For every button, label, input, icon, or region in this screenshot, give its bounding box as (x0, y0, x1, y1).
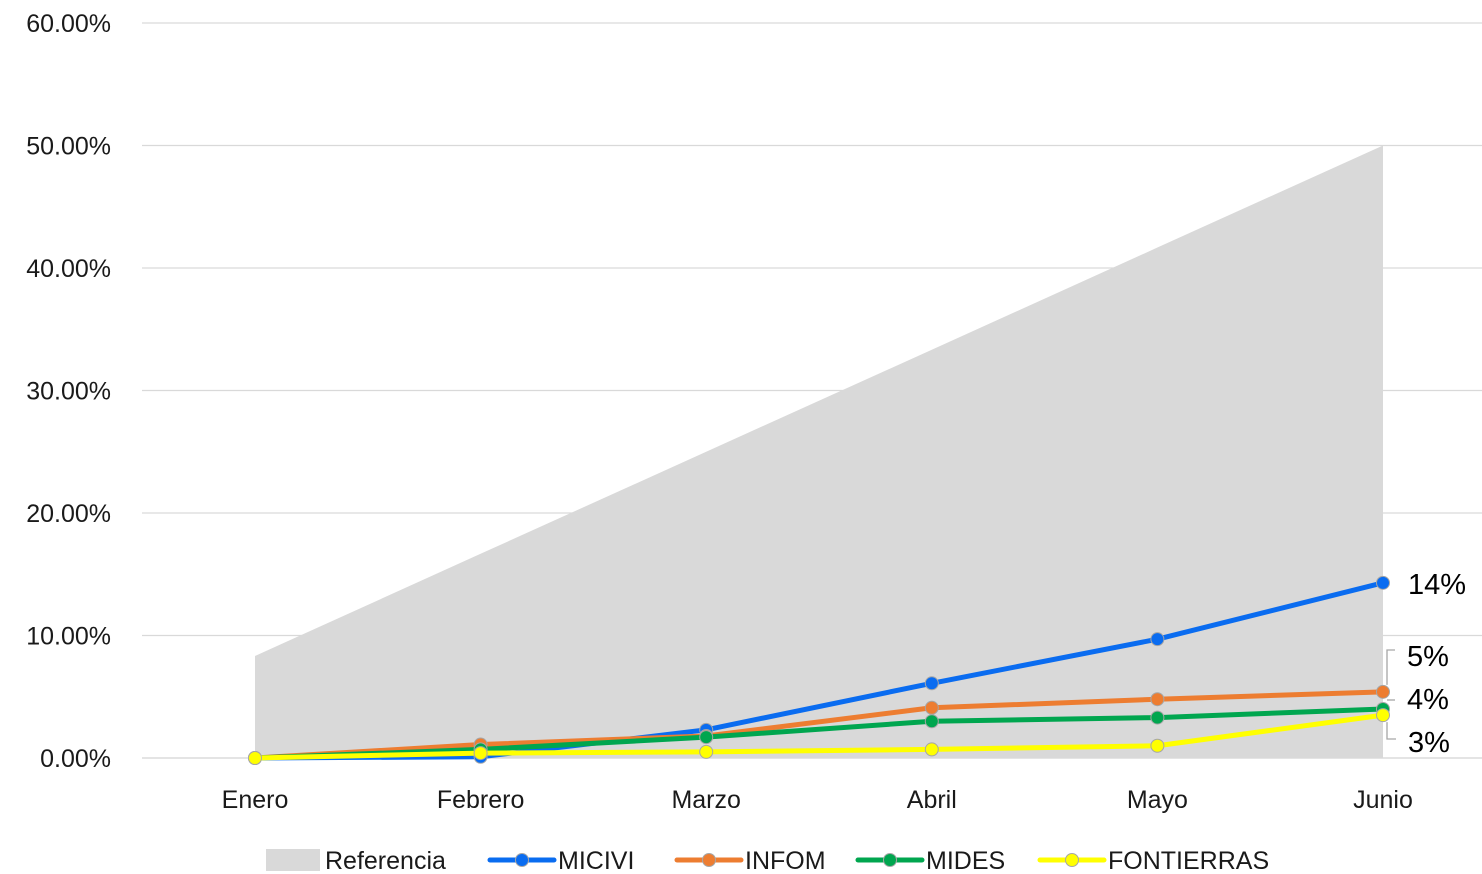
series-line (252, 689, 1386, 761)
x-tick-label: Enero (222, 786, 289, 814)
data-point (1376, 684, 1390, 699)
x-tick-label: Abril (907, 786, 957, 814)
data-labels-layer: 14% 5% 4% 3% (1386, 569, 1466, 759)
series-line (252, 706, 1386, 761)
data-point (924, 714, 939, 729)
data-label: 14% (1408, 569, 1466, 601)
legend-marker (1065, 853, 1079, 867)
x-tick-label: Febrero (437, 786, 525, 814)
legend-marker (702, 853, 716, 867)
y-tick-label: 50.00% (26, 133, 111, 161)
legend-marker (515, 853, 529, 867)
data-point (1150, 738, 1165, 753)
legend-label: FONTIERRAS (1108, 847, 1269, 874)
y-tick-label: 10.00% (26, 623, 111, 651)
data-point (1376, 575, 1390, 590)
data-point (1150, 692, 1165, 707)
x-tick-label: Junio (1353, 786, 1413, 814)
legend-marker (883, 853, 897, 867)
data-label: 5% (1407, 641, 1449, 673)
series-line (252, 712, 1386, 761)
reference-area-layer (255, 145, 1383, 758)
reference-area (255, 145, 1383, 758)
y-tick-label: 30.00% (26, 378, 111, 406)
data-point (1150, 710, 1165, 725)
y-tick-label: 60.00% (26, 10, 111, 38)
data-point (473, 746, 488, 761)
series-lines-layer (248, 575, 1390, 765)
series-line (252, 580, 1386, 761)
data-label: 4% (1407, 684, 1449, 716)
legend: Referencia MICIVI INFOM MIDES FONTIERRAS (266, 847, 1269, 874)
data-label: 3% (1408, 727, 1450, 759)
x-tick-label: Mayo (1127, 786, 1188, 814)
y-tick-label: 0.00% (40, 745, 111, 773)
legend-label: Referencia (325, 847, 446, 874)
legend-swatch-reference (266, 849, 320, 871)
data-point (924, 676, 939, 691)
data-point (1376, 708, 1390, 723)
legend-label: MICIVI (558, 847, 634, 874)
data-point (924, 742, 939, 757)
data-point (1150, 632, 1165, 647)
axis-tick-labels: 0.00% 10.00% 20.00% 30.00% 40.00% 50.00% 60.00… (26, 10, 1413, 814)
data-point (699, 730, 714, 745)
legend-label: INFOM (745, 847, 826, 874)
data-label-leader (1386, 649, 1395, 685)
x-tick-label: Marzo (671, 786, 740, 814)
data-label-leader (1386, 722, 1396, 740)
data-point (699, 744, 714, 759)
data-point (248, 751, 262, 765)
legend-label: MIDES (926, 847, 1005, 874)
y-tick-label: 20.00% (26, 500, 111, 528)
y-tick-label: 40.00% (26, 255, 111, 283)
data-point (924, 700, 939, 715)
